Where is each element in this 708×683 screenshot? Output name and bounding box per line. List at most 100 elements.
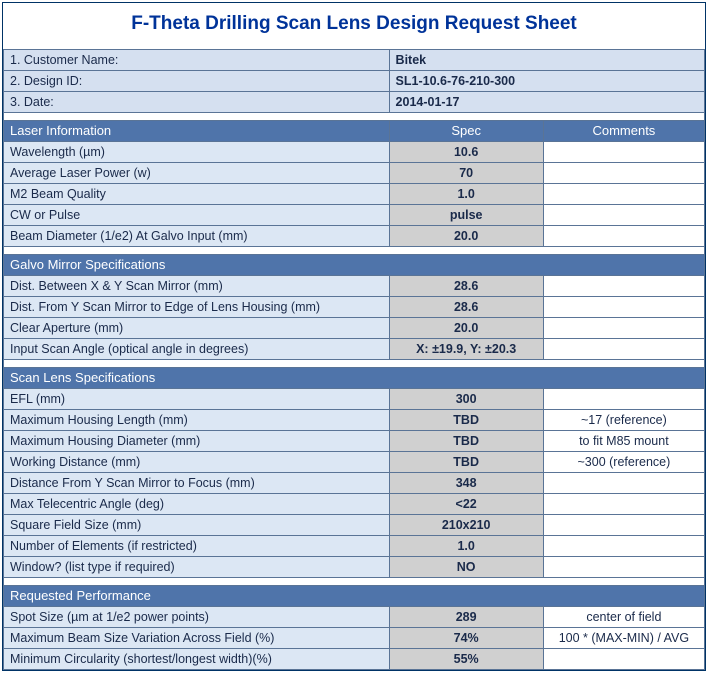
spec-comment xyxy=(543,649,704,670)
info-row: 3. Date:2014-01-17 xyxy=(4,92,705,113)
spec-comment xyxy=(543,297,704,318)
spec-table: 1. Customer Name:Bitek2. Design ID:SL1-1… xyxy=(3,49,705,670)
spec-label: Window? (list type if required) xyxy=(4,557,390,578)
info-value: 2014-01-17 xyxy=(389,92,704,113)
spec-row: Beam Diameter (1/e2) At Galvo Input (mm)… xyxy=(4,226,705,247)
section-header: Scan Lens Specifications xyxy=(4,368,705,389)
spec-row: Wavelength (µm)10.6 xyxy=(4,142,705,163)
spec-row: Max Telecentric Angle (deg)<22 xyxy=(4,494,705,515)
gap-cell xyxy=(4,113,705,121)
spec-value: 20.0 xyxy=(389,318,543,339)
page-title: F-Theta Drilling Scan Lens Design Reques… xyxy=(3,3,705,49)
spec-value: 70 xyxy=(389,163,543,184)
spec-value: 10.6 xyxy=(389,142,543,163)
spec-value: TBD xyxy=(389,410,543,431)
info-value: SL1-10.6-76-210-300 xyxy=(389,71,704,92)
spec-label: Clear Aperture (mm) xyxy=(4,318,390,339)
gap xyxy=(4,247,705,255)
info-label: 2. Design ID: xyxy=(4,71,390,92)
info-value: Bitek xyxy=(389,50,704,71)
spec-label: Maximum Housing Diameter (mm) xyxy=(4,431,390,452)
spec-label: Spot Size (µm at 1/e2 power points) xyxy=(4,607,390,628)
spec-row: Dist. From Y Scan Mirror to Edge of Lens… xyxy=(4,297,705,318)
spec-comment: to fit M85 mount xyxy=(543,431,704,452)
spec-value: 55% xyxy=(389,649,543,670)
spec-row: CW or Pulsepulse xyxy=(4,205,705,226)
section-header: Galvo Mirror Specifications xyxy=(4,255,705,276)
info-label: 3. Date: xyxy=(4,92,390,113)
section-name: Galvo Mirror Specifications xyxy=(4,255,705,276)
spec-row: Window? (list type if required)NO xyxy=(4,557,705,578)
spec-value: 20.0 xyxy=(389,226,543,247)
spec-label: Beam Diameter (1/e2) At Galvo Input (mm) xyxy=(4,226,390,247)
spec-label: Average Laser Power (w) xyxy=(4,163,390,184)
spec-comment xyxy=(543,557,704,578)
spec-label: Minimum Circularity (shortest/longest wi… xyxy=(4,649,390,670)
spec-comment xyxy=(543,515,704,536)
gap-cell xyxy=(4,360,705,368)
spec-label: Input Scan Angle (optical angle in degre… xyxy=(4,339,390,360)
spec-value: 300 xyxy=(389,389,543,410)
spec-comment: 100 * (MAX-MIN) / AVG xyxy=(543,628,704,649)
spec-comment xyxy=(543,276,704,297)
spec-row: Dist. Between X & Y Scan Mirror (mm)28.6 xyxy=(4,276,705,297)
spec-comment: center of field xyxy=(543,607,704,628)
spec-value: 1.0 xyxy=(389,536,543,557)
spec-row: Square Field Size (mm)210x210 xyxy=(4,515,705,536)
spec-row: Minimum Circularity (shortest/longest wi… xyxy=(4,649,705,670)
spec-comment: ~17 (reference) xyxy=(543,410,704,431)
spec-value: pulse xyxy=(389,205,543,226)
section-header: Requested Performance xyxy=(4,586,705,607)
spec-row: Distance From Y Scan Mirror to Focus (mm… xyxy=(4,473,705,494)
spec-comment xyxy=(543,226,704,247)
spec-comment xyxy=(543,163,704,184)
gap-cell xyxy=(4,247,705,255)
spec-label: Max Telecentric Angle (deg) xyxy=(4,494,390,515)
spec-value: TBD xyxy=(389,431,543,452)
spec-value: X: ±19.9, Y: ±20.3 xyxy=(389,339,543,360)
spec-value: <22 xyxy=(389,494,543,515)
info-row: 1. Customer Name:Bitek xyxy=(4,50,705,71)
spec-label: EFL (mm) xyxy=(4,389,390,410)
spec-label: Square Field Size (mm) xyxy=(4,515,390,536)
spec-row: Maximum Housing Length (mm)TBD~17 (refer… xyxy=(4,410,705,431)
col-spec: Spec xyxy=(389,121,543,142)
spec-value: 289 xyxy=(389,607,543,628)
spec-row: Working Distance (mm)TBD~300 (reference) xyxy=(4,452,705,473)
gap xyxy=(4,113,705,121)
spec-comment xyxy=(543,205,704,226)
spec-value: 28.6 xyxy=(389,276,543,297)
spec-comment xyxy=(543,473,704,494)
spec-comment xyxy=(543,536,704,557)
request-sheet: F-Theta Drilling Scan Lens Design Reques… xyxy=(2,2,706,671)
spec-row: Average Laser Power (w)70 xyxy=(4,163,705,184)
spec-label: Maximum Housing Length (mm) xyxy=(4,410,390,431)
spec-value: 74% xyxy=(389,628,543,649)
spec-value: 210x210 xyxy=(389,515,543,536)
spec-label: M2 Beam Quality xyxy=(4,184,390,205)
spec-row: M2 Beam Quality1.0 xyxy=(4,184,705,205)
info-row: 2. Design ID:SL1-10.6-76-210-300 xyxy=(4,71,705,92)
spec-label: Dist. From Y Scan Mirror to Edge of Lens… xyxy=(4,297,390,318)
section-name: Laser Information xyxy=(4,121,390,142)
spec-value: NO xyxy=(389,557,543,578)
section-name: Requested Performance xyxy=(4,586,705,607)
spec-row: Input Scan Angle (optical angle in degre… xyxy=(4,339,705,360)
spec-label: Number of Elements (if restricted) xyxy=(4,536,390,557)
col-comments: Comments xyxy=(543,121,704,142)
gap-cell xyxy=(4,578,705,586)
spec-comment xyxy=(543,318,704,339)
spec-label: Working Distance (mm) xyxy=(4,452,390,473)
spec-row: Clear Aperture (mm)20.0 xyxy=(4,318,705,339)
spec-row: EFL (mm)300 xyxy=(4,389,705,410)
section-name: Scan Lens Specifications xyxy=(4,368,705,389)
spec-comment xyxy=(543,389,704,410)
spec-comment: ~300 (reference) xyxy=(543,452,704,473)
info-label: 1. Customer Name: xyxy=(4,50,390,71)
spec-row: Number of Elements (if restricted)1.0 xyxy=(4,536,705,557)
spec-row: Maximum Housing Diameter (mm)TBDto fit M… xyxy=(4,431,705,452)
spec-label: Distance From Y Scan Mirror to Focus (mm… xyxy=(4,473,390,494)
spec-label: Dist. Between X & Y Scan Mirror (mm) xyxy=(4,276,390,297)
spec-comment xyxy=(543,339,704,360)
spec-label: Wavelength (µm) xyxy=(4,142,390,163)
